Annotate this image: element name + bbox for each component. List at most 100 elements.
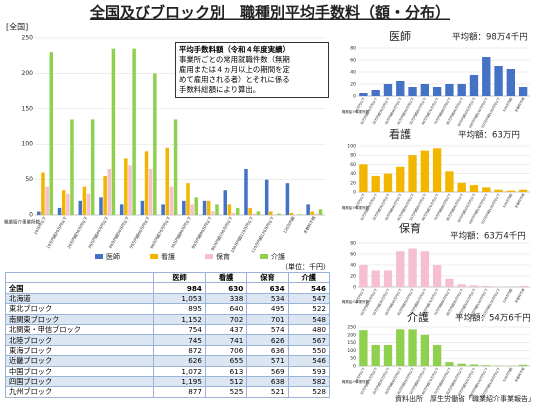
legend-label: 看護 bbox=[161, 252, 175, 261]
bar bbox=[506, 69, 516, 96]
table-cell: 636 bbox=[246, 344, 289, 357]
bar bbox=[396, 329, 405, 366]
table-cell: 全国 bbox=[4, 282, 155, 294]
table-row: 九州ブロック 877 525 521 528 bbox=[4, 386, 331, 398]
table-cell: 741 bbox=[204, 334, 248, 346]
bar bbox=[99, 197, 103, 215]
table-cell: 東海ブロック bbox=[4, 344, 155, 357]
bar bbox=[408, 87, 417, 96]
bar bbox=[132, 48, 136, 216]
bar bbox=[518, 189, 528, 192]
bar bbox=[457, 182, 466, 192]
y-tick-label: 200 bbox=[22, 70, 34, 77]
bar bbox=[165, 147, 170, 215]
bar bbox=[66, 193, 70, 215]
bar bbox=[37, 211, 41, 215]
x-tick-label: 90万円超100万円以下 bbox=[210, 215, 234, 251]
bar bbox=[420, 251, 430, 287]
table-cell: 634 bbox=[246, 282, 289, 294]
bar bbox=[432, 344, 442, 366]
bar bbox=[244, 168, 248, 215]
table-cell: 745 bbox=[153, 334, 206, 346]
x-tick-label: 80万円超90万円以下 bbox=[190, 215, 213, 249]
table-cell: 593 bbox=[287, 365, 331, 377]
y-axis-label: 職業紹介事業所数 bbox=[342, 109, 370, 114]
x-tick-label: 70万円超80万円以下 bbox=[170, 215, 193, 249]
bar bbox=[111, 48, 116, 216]
y-axis-label: 職業紹介事業所数 bbox=[342, 299, 370, 304]
table-cell: 437 bbox=[204, 323, 248, 336]
bar bbox=[41, 172, 45, 215]
table-cell: 東北ブロック bbox=[4, 303, 155, 315]
bar bbox=[396, 251, 405, 287]
table-cell: 546 bbox=[287, 355, 331, 367]
bar bbox=[432, 148, 442, 192]
table-cell: 480 bbox=[287, 323, 331, 336]
y-tick-label: 0 bbox=[29, 212, 33, 219]
bar bbox=[314, 213, 319, 215]
bar bbox=[153, 73, 157, 216]
bar bbox=[420, 150, 430, 192]
bar bbox=[457, 284, 466, 287]
y-tick-label: 0 bbox=[353, 285, 356, 291]
table-cell: 四国ブロック bbox=[4, 375, 155, 388]
bar bbox=[107, 168, 112, 215]
bar bbox=[119, 204, 124, 215]
chart-title: 保育 bbox=[399, 221, 421, 235]
table-cell: 北海道 bbox=[4, 292, 155, 305]
y-tick-label: 20 bbox=[350, 82, 356, 88]
note-line: 事業所ごとの常用就職件数（無期 bbox=[179, 55, 290, 64]
bar bbox=[494, 66, 503, 96]
bar bbox=[128, 165, 132, 215]
table-cell: 872 bbox=[153, 344, 206, 357]
table-cell: 548 bbox=[287, 313, 331, 325]
y-tick-label: 0 bbox=[353, 94, 356, 100]
x-tick-label: 手数料不明 bbox=[513, 97, 525, 113]
bar bbox=[289, 212, 294, 215]
table-cell: 北関東・甲信ブロック bbox=[4, 323, 155, 336]
table-cell: 895 bbox=[153, 303, 206, 315]
bar bbox=[445, 362, 454, 366]
bar bbox=[383, 173, 393, 192]
y-tick-label: 250 bbox=[22, 35, 34, 42]
y-tick-label: 50 bbox=[25, 176, 33, 183]
bar bbox=[70, 119, 74, 215]
bar bbox=[161, 204, 165, 215]
y-tick-label: 20 bbox=[350, 274, 356, 280]
bar bbox=[371, 90, 380, 96]
table-cell: 522 bbox=[287, 303, 331, 315]
x-tick-label: 手数料不明 bbox=[513, 193, 525, 209]
x-tick-label: 60万円超70万円以下 bbox=[149, 215, 172, 249]
bar bbox=[148, 168, 153, 215]
chart-title: 介護 bbox=[407, 310, 429, 324]
bar bbox=[256, 211, 261, 215]
bar bbox=[285, 183, 290, 215]
legend-swatch bbox=[205, 254, 213, 259]
y-tick-label: 100 bbox=[22, 141, 34, 148]
bar bbox=[49, 52, 54, 215]
y-tick-label: 100 bbox=[347, 144, 356, 150]
table-row: 北陸ブロック 745 741 626 567 bbox=[4, 334, 331, 346]
table-cell: 525 bbox=[204, 386, 248, 398]
bar bbox=[445, 278, 454, 287]
table-unit: （単位：千円） bbox=[281, 263, 330, 271]
table-cell: 1,152 bbox=[153, 313, 206, 325]
table-cell: 1,072 bbox=[153, 365, 206, 377]
y-tick-label: 60 bbox=[350, 252, 356, 258]
table-cell: 547 bbox=[287, 292, 331, 305]
bar bbox=[78, 200, 83, 215]
bar bbox=[103, 176, 107, 215]
bar bbox=[518, 285, 528, 287]
bar bbox=[469, 364, 479, 366]
chart-subtitle: 平均額：98万4千円 bbox=[452, 32, 528, 43]
y-tick-label: 20 bbox=[350, 180, 356, 186]
table-cell: 626 bbox=[153, 355, 206, 367]
y-tick-label: 200 bbox=[347, 332, 356, 338]
x-tick-label: 120万円超 bbox=[501, 96, 514, 113]
bar bbox=[359, 330, 368, 366]
bar bbox=[186, 183, 190, 215]
x-tick-label: 120万円超 bbox=[282, 215, 296, 234]
y-tick-label: 250 bbox=[347, 325, 356, 331]
